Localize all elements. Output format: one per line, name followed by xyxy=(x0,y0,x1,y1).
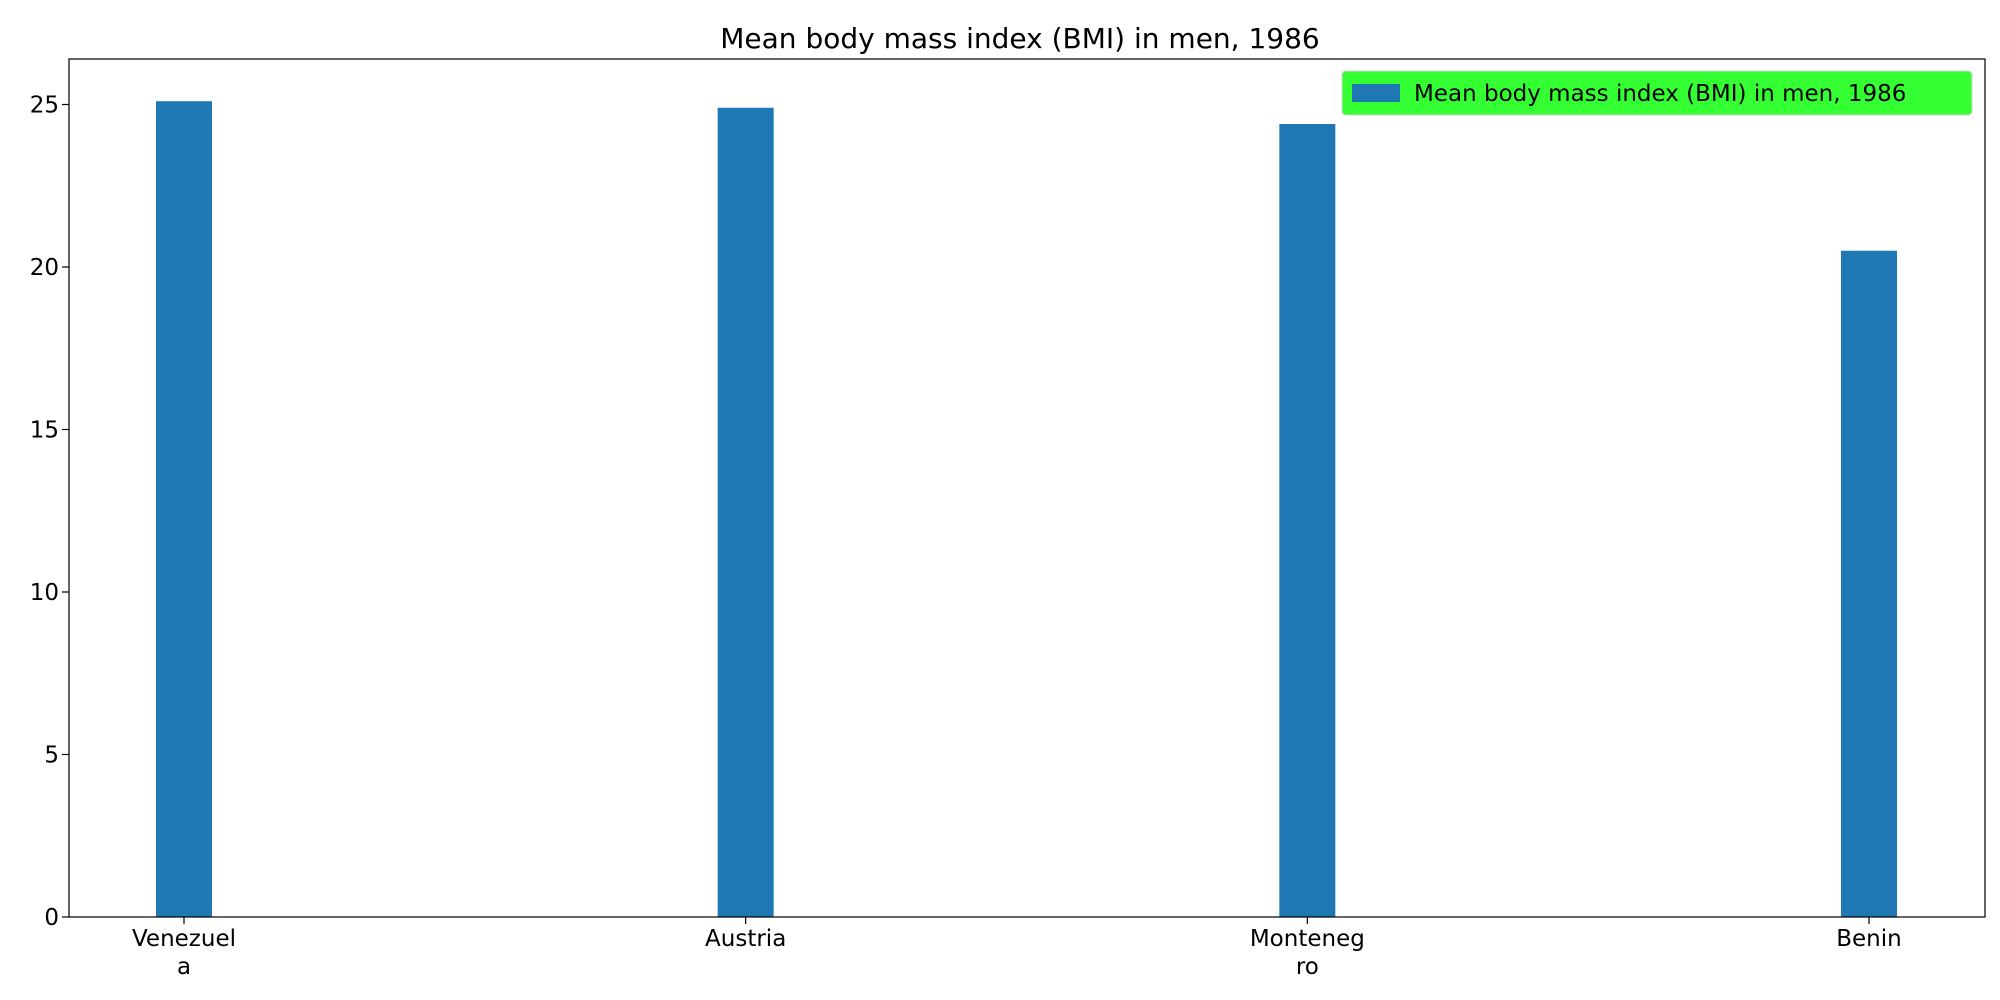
chart-title: Mean body mass index (BMI) in men, 1986 xyxy=(720,22,1319,55)
bar xyxy=(156,101,212,917)
y-tick-label: 0 xyxy=(44,905,59,931)
plot-frame xyxy=(68,58,1986,918)
legend-box xyxy=(1341,70,1973,116)
bar xyxy=(717,107,774,917)
y-tick-label: 25 xyxy=(30,93,59,119)
y-tick-label: 15 xyxy=(30,418,59,444)
legend-swatch xyxy=(1352,84,1400,102)
y-tick-label: 5 xyxy=(44,743,59,769)
y-tick-label: 10 xyxy=(30,580,59,606)
bar xyxy=(1279,124,1336,917)
legend-label: Mean body mass index (BMI) in men, 1986 xyxy=(1414,81,1906,107)
x-tick-label: Austria xyxy=(705,926,786,952)
legend: Mean body mass index (BMI) in men, 1986 xyxy=(1341,70,1973,116)
x-tick-label: Monteneg ro xyxy=(1250,926,1365,980)
bar xyxy=(1841,250,1897,917)
x-tick-label: Venezuel a xyxy=(132,926,236,980)
x-tick-label: Benin xyxy=(1836,926,1901,952)
plot-area: Venezuel a Austria Monteneg ro Benin 0 5 10 15 20 2… xyxy=(30,58,1986,980)
y-tick-label: 20 xyxy=(30,255,59,281)
